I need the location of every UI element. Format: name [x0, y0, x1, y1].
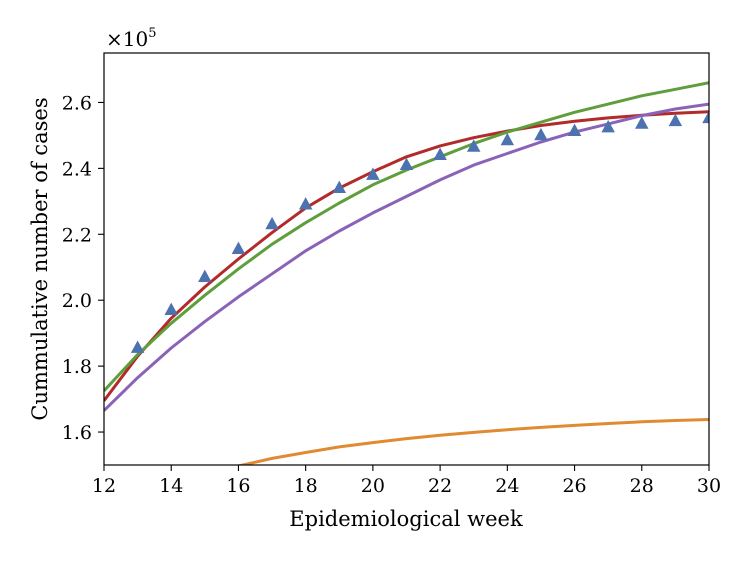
plot-frame [103, 52, 710, 466]
y-tick-label: 1.8 [62, 356, 92, 378]
x-tick-label: 22 [428, 475, 452, 497]
y-tick-label: 2.0 [62, 290, 92, 312]
data-point-triangle [164, 302, 178, 315]
x-tick-label: 16 [226, 475, 250, 497]
x-axis-title: Epidemiological week [289, 507, 523, 531]
data-point-triangle [567, 123, 582, 136]
x-tick-label: 24 [495, 475, 519, 497]
y-tick-label: 2.4 [62, 158, 92, 180]
data-point-triangle [433, 147, 447, 161]
ticks-layer: 12 14 16 18 20 22 24 26 28 30 1.6 1.8 2.0 2.2 2.4 2.6 [62, 92, 721, 497]
data-point-triangle [366, 167, 380, 180]
data-point-triangle [466, 139, 481, 152]
data-point-triangle [265, 216, 279, 230]
data-point-triangle [500, 132, 515, 146]
y-tick-label: 2.6 [62, 92, 92, 114]
y-tick-label: 2.2 [62, 224, 92, 246]
data-point-triangle [635, 116, 649, 129]
data-point-triangle [332, 180, 347, 194]
fit-curve-line-4 [235, 418, 709, 465]
x-tick-label: 18 [294, 475, 318, 497]
fit-curve-line-3 [104, 102, 709, 412]
x-tick-label: 30 [697, 475, 721, 497]
y-axis-title: Cummulative number of cases [28, 97, 52, 420]
x-tick-label: 12 [92, 475, 116, 497]
data-point-triangle [668, 113, 683, 127]
data-point-triangle [198, 269, 212, 283]
data-point-triangle [231, 241, 246, 254]
data-point-triangle [399, 157, 414, 170]
fit-curve-line-2 [104, 81, 709, 392]
data-point-triangle [130, 340, 145, 353]
x-tick-label: 26 [562, 475, 586, 497]
x-tick-label: 28 [630, 475, 654, 497]
data-point-triangle [534, 127, 548, 141]
data-point-triangle [601, 119, 615, 133]
y-multiplier-label: ×105 [106, 26, 157, 51]
y-tick-label: 1.6 [62, 422, 92, 444]
fit-curve-line-1 [104, 110, 709, 402]
x-tick-label: 14 [159, 475, 183, 497]
series-layer [104, 81, 709, 465]
data-point-triangle [702, 110, 709, 124]
data-point-triangle [298, 197, 313, 210]
x-tick-label: 20 [361, 475, 385, 497]
